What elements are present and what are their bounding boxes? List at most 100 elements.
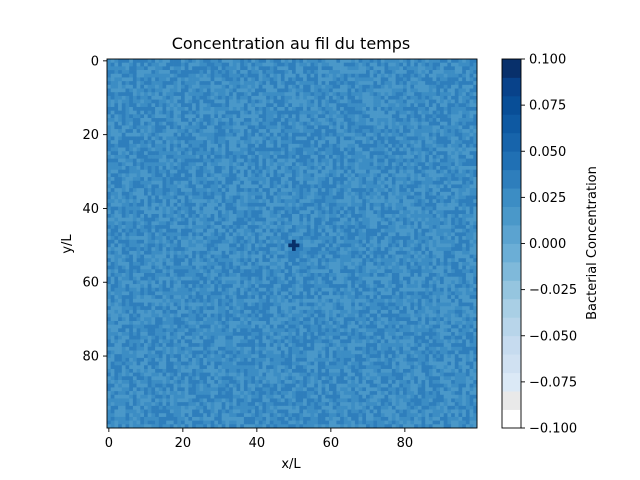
heatmap-cell bbox=[295, 73, 300, 78]
heatmap-cell bbox=[332, 118, 337, 123]
heatmap-cell bbox=[399, 154, 404, 159]
heatmap-cell bbox=[306, 125, 311, 130]
heatmap-cell bbox=[451, 202, 456, 207]
heatmap-cell bbox=[225, 136, 230, 141]
heatmap-cell bbox=[391, 140, 396, 145]
heatmap-cell bbox=[144, 239, 149, 244]
heatmap-cell bbox=[440, 221, 445, 226]
heatmap-cell bbox=[377, 136, 382, 141]
heatmap-cell bbox=[218, 177, 223, 182]
heatmap-cell bbox=[221, 202, 226, 207]
heatmap-cell bbox=[192, 147, 197, 152]
heatmap-cell bbox=[129, 77, 134, 82]
heatmap-cell bbox=[155, 95, 160, 100]
heatmap-cell bbox=[258, 95, 263, 100]
heatmap-cell bbox=[136, 77, 141, 82]
heatmap-cell bbox=[181, 213, 186, 219]
heatmap-cell bbox=[110, 81, 115, 86]
heatmap-cell bbox=[377, 129, 382, 134]
heatmap-cell bbox=[229, 129, 234, 134]
heatmap-cell bbox=[114, 177, 119, 182]
heatmap-cell bbox=[410, 184, 415, 189]
heatmap-cell bbox=[336, 195, 341, 200]
heatmap-cell bbox=[303, 70, 308, 75]
heatmap-cell bbox=[140, 147, 145, 152]
heatmap-cell bbox=[144, 147, 149, 152]
heatmap-cell bbox=[458, 162, 463, 167]
heatmap-cell bbox=[206, 221, 211, 226]
heatmap-cell bbox=[188, 70, 193, 75]
heatmap-cell bbox=[199, 99, 204, 104]
heatmap-cell bbox=[221, 158, 226, 163]
heatmap-cell bbox=[388, 136, 393, 141]
heatmap-cell bbox=[384, 129, 389, 134]
heatmap-cell bbox=[132, 136, 137, 141]
heatmap-cell bbox=[329, 228, 334, 233]
heatmap-cell bbox=[380, 88, 385, 93]
heatmap-cell bbox=[325, 62, 330, 67]
heatmap-cell bbox=[155, 225, 160, 230]
heatmap-cell bbox=[147, 213, 152, 219]
heatmap-cell bbox=[214, 195, 219, 200]
heatmap-cell bbox=[255, 92, 260, 97]
heatmap-cell bbox=[295, 206, 300, 211]
heatmap-cell bbox=[121, 177, 126, 182]
heatmap-cell bbox=[225, 199, 230, 204]
heatmap-cell bbox=[155, 151, 160, 156]
heatmap-cell bbox=[273, 132, 278, 137]
heatmap-cell bbox=[214, 188, 219, 193]
heatmap-cell bbox=[303, 154, 308, 159]
heatmap-cell bbox=[107, 118, 112, 123]
heatmap-cell bbox=[240, 151, 245, 156]
heatmap-cell bbox=[118, 143, 123, 148]
heatmap-cell bbox=[214, 228, 219, 233]
heatmap-cell bbox=[303, 180, 308, 185]
heatmap-cell bbox=[447, 106, 452, 112]
heatmap-cell bbox=[240, 239, 245, 244]
heatmap-cell bbox=[288, 110, 293, 115]
heatmap-cell bbox=[151, 166, 156, 171]
heatmap-cell bbox=[414, 228, 419, 233]
heatmap-cell bbox=[136, 173, 141, 178]
heatmap-cell bbox=[447, 154, 452, 159]
heatmap-cell bbox=[458, 169, 463, 174]
heatmap-cell bbox=[362, 217, 367, 222]
heatmap-cell bbox=[284, 92, 289, 97]
heatmap-cell bbox=[469, 184, 474, 189]
heatmap-cell bbox=[288, 84, 293, 89]
heatmap-cell bbox=[269, 129, 274, 134]
heatmap-cell bbox=[273, 81, 278, 86]
heatmap-cell bbox=[132, 66, 137, 71]
heatmap-cell bbox=[366, 158, 371, 163]
heatmap-cell bbox=[258, 217, 263, 222]
heatmap-cell bbox=[181, 210, 186, 215]
heatmap-cell bbox=[240, 213, 245, 219]
heatmap-cell bbox=[436, 95, 441, 100]
heatmap-cell bbox=[347, 95, 352, 100]
heatmap-cell bbox=[329, 210, 334, 215]
heatmap-cell bbox=[473, 147, 478, 152]
heatmap-cell bbox=[203, 81, 208, 86]
heatmap-cell bbox=[399, 162, 404, 167]
heatmap-cell bbox=[206, 92, 211, 97]
heatmap-cell bbox=[247, 188, 252, 193]
heatmap-cell bbox=[280, 173, 285, 178]
heatmap-cell bbox=[236, 232, 241, 237]
heatmap-cell bbox=[121, 114, 126, 119]
heatmap-cell bbox=[451, 114, 456, 119]
heatmap-cell bbox=[125, 173, 130, 178]
heatmap-cell bbox=[129, 232, 134, 237]
heatmap-cell bbox=[440, 59, 445, 64]
heatmap-cell bbox=[258, 110, 263, 115]
heatmap-cell bbox=[236, 225, 241, 230]
heatmap-cell bbox=[425, 202, 430, 207]
heatmap-cell bbox=[325, 103, 330, 108]
heatmap-cell bbox=[351, 140, 356, 145]
heatmap-cell bbox=[118, 162, 123, 167]
heatmap-cell bbox=[377, 154, 382, 159]
heatmap-cell bbox=[325, 140, 330, 145]
heatmap-cell bbox=[362, 213, 367, 219]
heatmap-cell bbox=[188, 169, 193, 174]
heatmap-cell bbox=[136, 132, 141, 137]
heatmap-cell bbox=[166, 239, 171, 244]
